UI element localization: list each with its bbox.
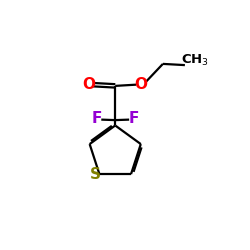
Text: O: O bbox=[82, 77, 95, 92]
Text: S: S bbox=[90, 167, 101, 182]
Text: F: F bbox=[92, 112, 102, 126]
Text: O: O bbox=[134, 77, 147, 92]
Text: CH$_3$: CH$_3$ bbox=[181, 53, 209, 68]
Text: F: F bbox=[128, 112, 139, 126]
